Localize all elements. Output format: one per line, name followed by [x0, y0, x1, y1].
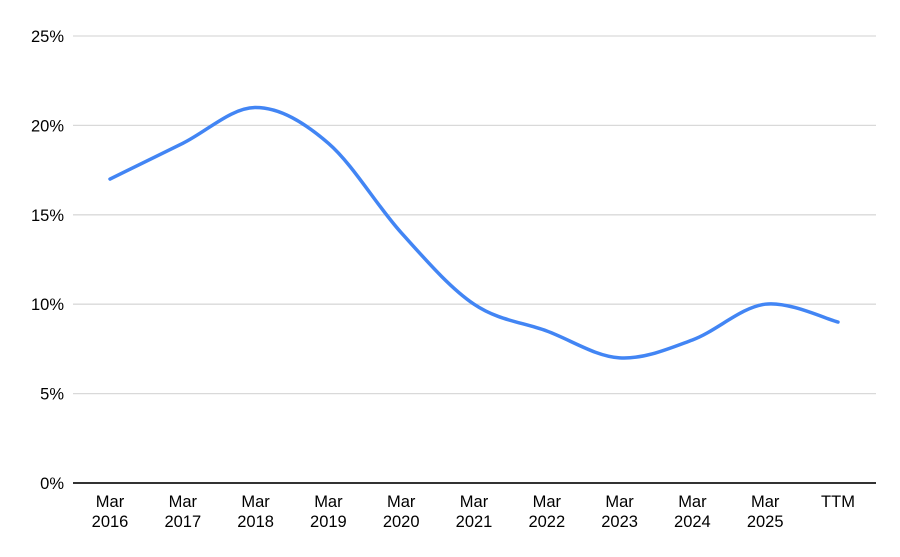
x-axis-tick-label: Mar	[460, 493, 489, 511]
x-axis-tick-label: Mar	[169, 493, 198, 511]
x-axis-tick-label: TTM	[821, 493, 855, 511]
y-axis-tick-label: 15%	[31, 207, 64, 225]
y-axis-tick-label: 25%	[31, 28, 64, 46]
x-axis-tick-label: 2021	[456, 513, 493, 531]
x-axis-tick-label: Mar	[387, 493, 416, 511]
x-axis-tick-label: Mar	[533, 493, 562, 511]
x-axis-tick-label: 2022	[528, 513, 565, 531]
x-axis-tick-label: Mar	[241, 493, 270, 511]
x-axis-tick-label: 2019	[310, 513, 347, 531]
x-axis-tick-label: 2024	[674, 513, 711, 531]
x-axis-tick-label: 2020	[383, 513, 420, 531]
x-axis-tick-label: 2023	[601, 513, 638, 531]
x-axis-tick-label: Mar	[751, 493, 780, 511]
x-axis-tick-label: Mar	[314, 493, 343, 511]
y-axis-tick-label: 0%	[40, 475, 64, 493]
data-series-line	[108, 105, 840, 360]
x-axis-tick-label: 2016	[92, 513, 129, 531]
x-axis-tick-label: Mar	[678, 493, 707, 511]
x-axis-tick-label: 2018	[237, 513, 274, 531]
x-axis-tick-label: Mar	[96, 493, 125, 511]
x-axis-tick-label: 2025	[747, 513, 784, 531]
y-axis-tick-label: 20%	[31, 117, 64, 135]
x-axis-tick-label: Mar	[605, 493, 634, 511]
y-axis-tick-label: 5%	[40, 386, 64, 404]
y-axis-tick-label: 10%	[31, 296, 64, 314]
x-axis-tick-label: 2017	[164, 513, 201, 531]
